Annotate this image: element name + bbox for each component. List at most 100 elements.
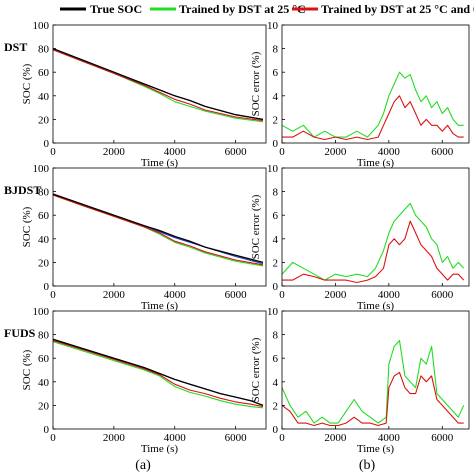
caption-a: (a) <box>135 458 151 473</box>
panel-a3: 0 2000 4000 6000 0 20 40 60 80 100 Time (s) SOC (%) <box>21 306 267 455</box>
y-tick-label: 20 <box>38 400 50 412</box>
panel-a2: 0 2000 4000 6000 0 20 40 60 80 100 Time (s) SOC (%) <box>21 163 267 312</box>
x-tick-label: 0 <box>279 289 285 301</box>
x-axis-label: Time (s) <box>357 443 395 455</box>
x-tick-label: 0 <box>50 432 56 444</box>
x-axis-label: Time (s) <box>357 157 395 169</box>
legend-label-true-soc: True SOC <box>90 2 142 16</box>
y-tick-label: 0 <box>44 424 50 436</box>
y-tick-label: 0 <box>273 281 279 293</box>
x-tick-label: 2000 <box>103 146 126 158</box>
y-tick-label: 80 <box>38 330 50 342</box>
plot-frame <box>281 167 470 287</box>
legend-label-trained-25: Trained by DST at 25 °C <box>179 2 306 16</box>
y-tick-label: 2 <box>273 114 279 126</box>
x-tick-label: 4000 <box>164 289 187 301</box>
panel-b2: 0 2000 4000 6000 0 2 4 6 8 10 Time (s) SOC error (%… <box>250 163 470 312</box>
series-line-trained-25 <box>282 202 465 281</box>
x-tick-label: 6000 <box>431 432 454 444</box>
series-line-trained-25 <box>282 339 465 424</box>
series-line-true <box>53 193 264 264</box>
y-tick-label: 4 <box>273 377 279 389</box>
row-label-fuds: FUDS <box>4 326 36 340</box>
y-tick-label: 6 <box>273 67 279 79</box>
x-tick-label: 4000 <box>378 146 401 158</box>
y-tick-label: 100 <box>33 163 50 175</box>
legend-label-trained-25-0: Trained by DST at 25 °C and 0 °C <box>321 2 474 16</box>
panel-a1: 0 2000 4000 6000 0 20 40 60 80 100 Time (s) SOC (%) <box>21 20 267 169</box>
x-tick-label: 0 <box>50 289 56 301</box>
x-tick-label: 4000 <box>378 432 401 444</box>
series-line-trained-25-0 <box>53 49 264 122</box>
x-tick-label: 6000 <box>431 289 454 301</box>
plot-frame <box>52 167 267 287</box>
series-line-blue <box>53 48 264 120</box>
y-axis-label: SOC (%) <box>21 349 33 390</box>
series-line-true <box>53 338 264 407</box>
panel-b3: 0 2000 4000 6000 0 2 4 6 8 10 Time (s) SOC error (%… <box>250 306 470 455</box>
y-tick-label: 8 <box>273 44 279 56</box>
y-axis-label: SOC error (%) <box>250 194 262 259</box>
y-tick-label: 100 <box>33 306 50 318</box>
y-tick-label: 20 <box>38 114 50 126</box>
x-tick-label: 4000 <box>164 432 187 444</box>
x-tick-label: 4000 <box>378 289 401 301</box>
x-axis-label: Time (s) <box>141 443 179 455</box>
y-tick-label: 40 <box>38 91 50 103</box>
y-tick-label: 0 <box>273 138 279 150</box>
y-tick-label: 0 <box>44 138 50 150</box>
panel-b1: 0 2000 4000 6000 0 2 4 6 8 10 Time (s) SOC error (%… <box>250 20 470 169</box>
plot-frame <box>281 24 470 144</box>
x-tick-label: 2000 <box>324 432 347 444</box>
y-tick-label: 10 <box>267 306 279 318</box>
y-tick-label: 40 <box>38 377 50 389</box>
y-tick-label: 4 <box>273 91 279 103</box>
series-line-trained-25-0 <box>282 371 464 427</box>
y-tick-label: 60 <box>38 67 50 79</box>
series-line-trained-25-0 <box>53 339 264 408</box>
y-tick-label: 20 <box>38 257 50 269</box>
series-line-trained-25-0 <box>282 220 465 284</box>
x-tick-label: 2000 <box>324 289 347 301</box>
y-tick-label: 60 <box>38 353 50 365</box>
series-line-trained-25 <box>53 341 264 409</box>
y-tick-label: 8 <box>273 330 279 342</box>
y-tick-label: 100 <box>33 20 50 32</box>
y-tick-label: 80 <box>38 187 50 199</box>
series-line-true <box>53 47 264 121</box>
x-tick-label: 4000 <box>164 146 187 158</box>
x-tick-label: 0 <box>50 146 56 158</box>
y-tick-label: 6 <box>273 210 279 222</box>
row-label-dst: DST <box>4 40 27 54</box>
x-tick-label: 2000 <box>324 146 347 158</box>
x-tick-label: 6000 <box>225 146 248 158</box>
plot-frame <box>52 310 267 430</box>
y-tick-label: 40 <box>38 234 50 246</box>
x-tick-label: 6000 <box>431 146 454 158</box>
y-tick-label: 2 <box>273 400 279 412</box>
y-tick-label: 6 <box>273 353 279 365</box>
series-line-trained-25 <box>282 71 464 138</box>
row-label-bjdst: BJDST <box>4 183 41 197</box>
legend: True SOC Trained by DST at 25 °C Trained… <box>60 2 474 16</box>
x-tick-label: 0 <box>279 432 285 444</box>
y-axis-label: SOC (%) <box>21 206 33 247</box>
x-axis-label: Time (s) <box>357 300 395 312</box>
y-tick-label: 4 <box>273 234 279 246</box>
x-axis-label: Time (s) <box>141 157 179 169</box>
series-line-trained-25-0 <box>282 95 464 141</box>
plot-frame <box>281 310 470 430</box>
x-tick-label: 6000 <box>225 432 248 444</box>
y-tick-label: 8 <box>273 187 279 199</box>
y-axis-label: SOC error (%) <box>250 337 262 402</box>
x-tick-label: 6000 <box>225 289 248 301</box>
y-tick-label: 80 <box>38 44 50 56</box>
series-line-trained-25-0 <box>53 194 264 266</box>
y-tick-label: 60 <box>38 210 50 222</box>
y-tick-label: 10 <box>267 20 279 32</box>
y-tick-label: 0 <box>44 281 50 293</box>
y-tick-label: 0 <box>273 424 279 436</box>
y-tick-label: 2 <box>273 257 279 269</box>
x-tick-label: 0 <box>279 146 285 158</box>
